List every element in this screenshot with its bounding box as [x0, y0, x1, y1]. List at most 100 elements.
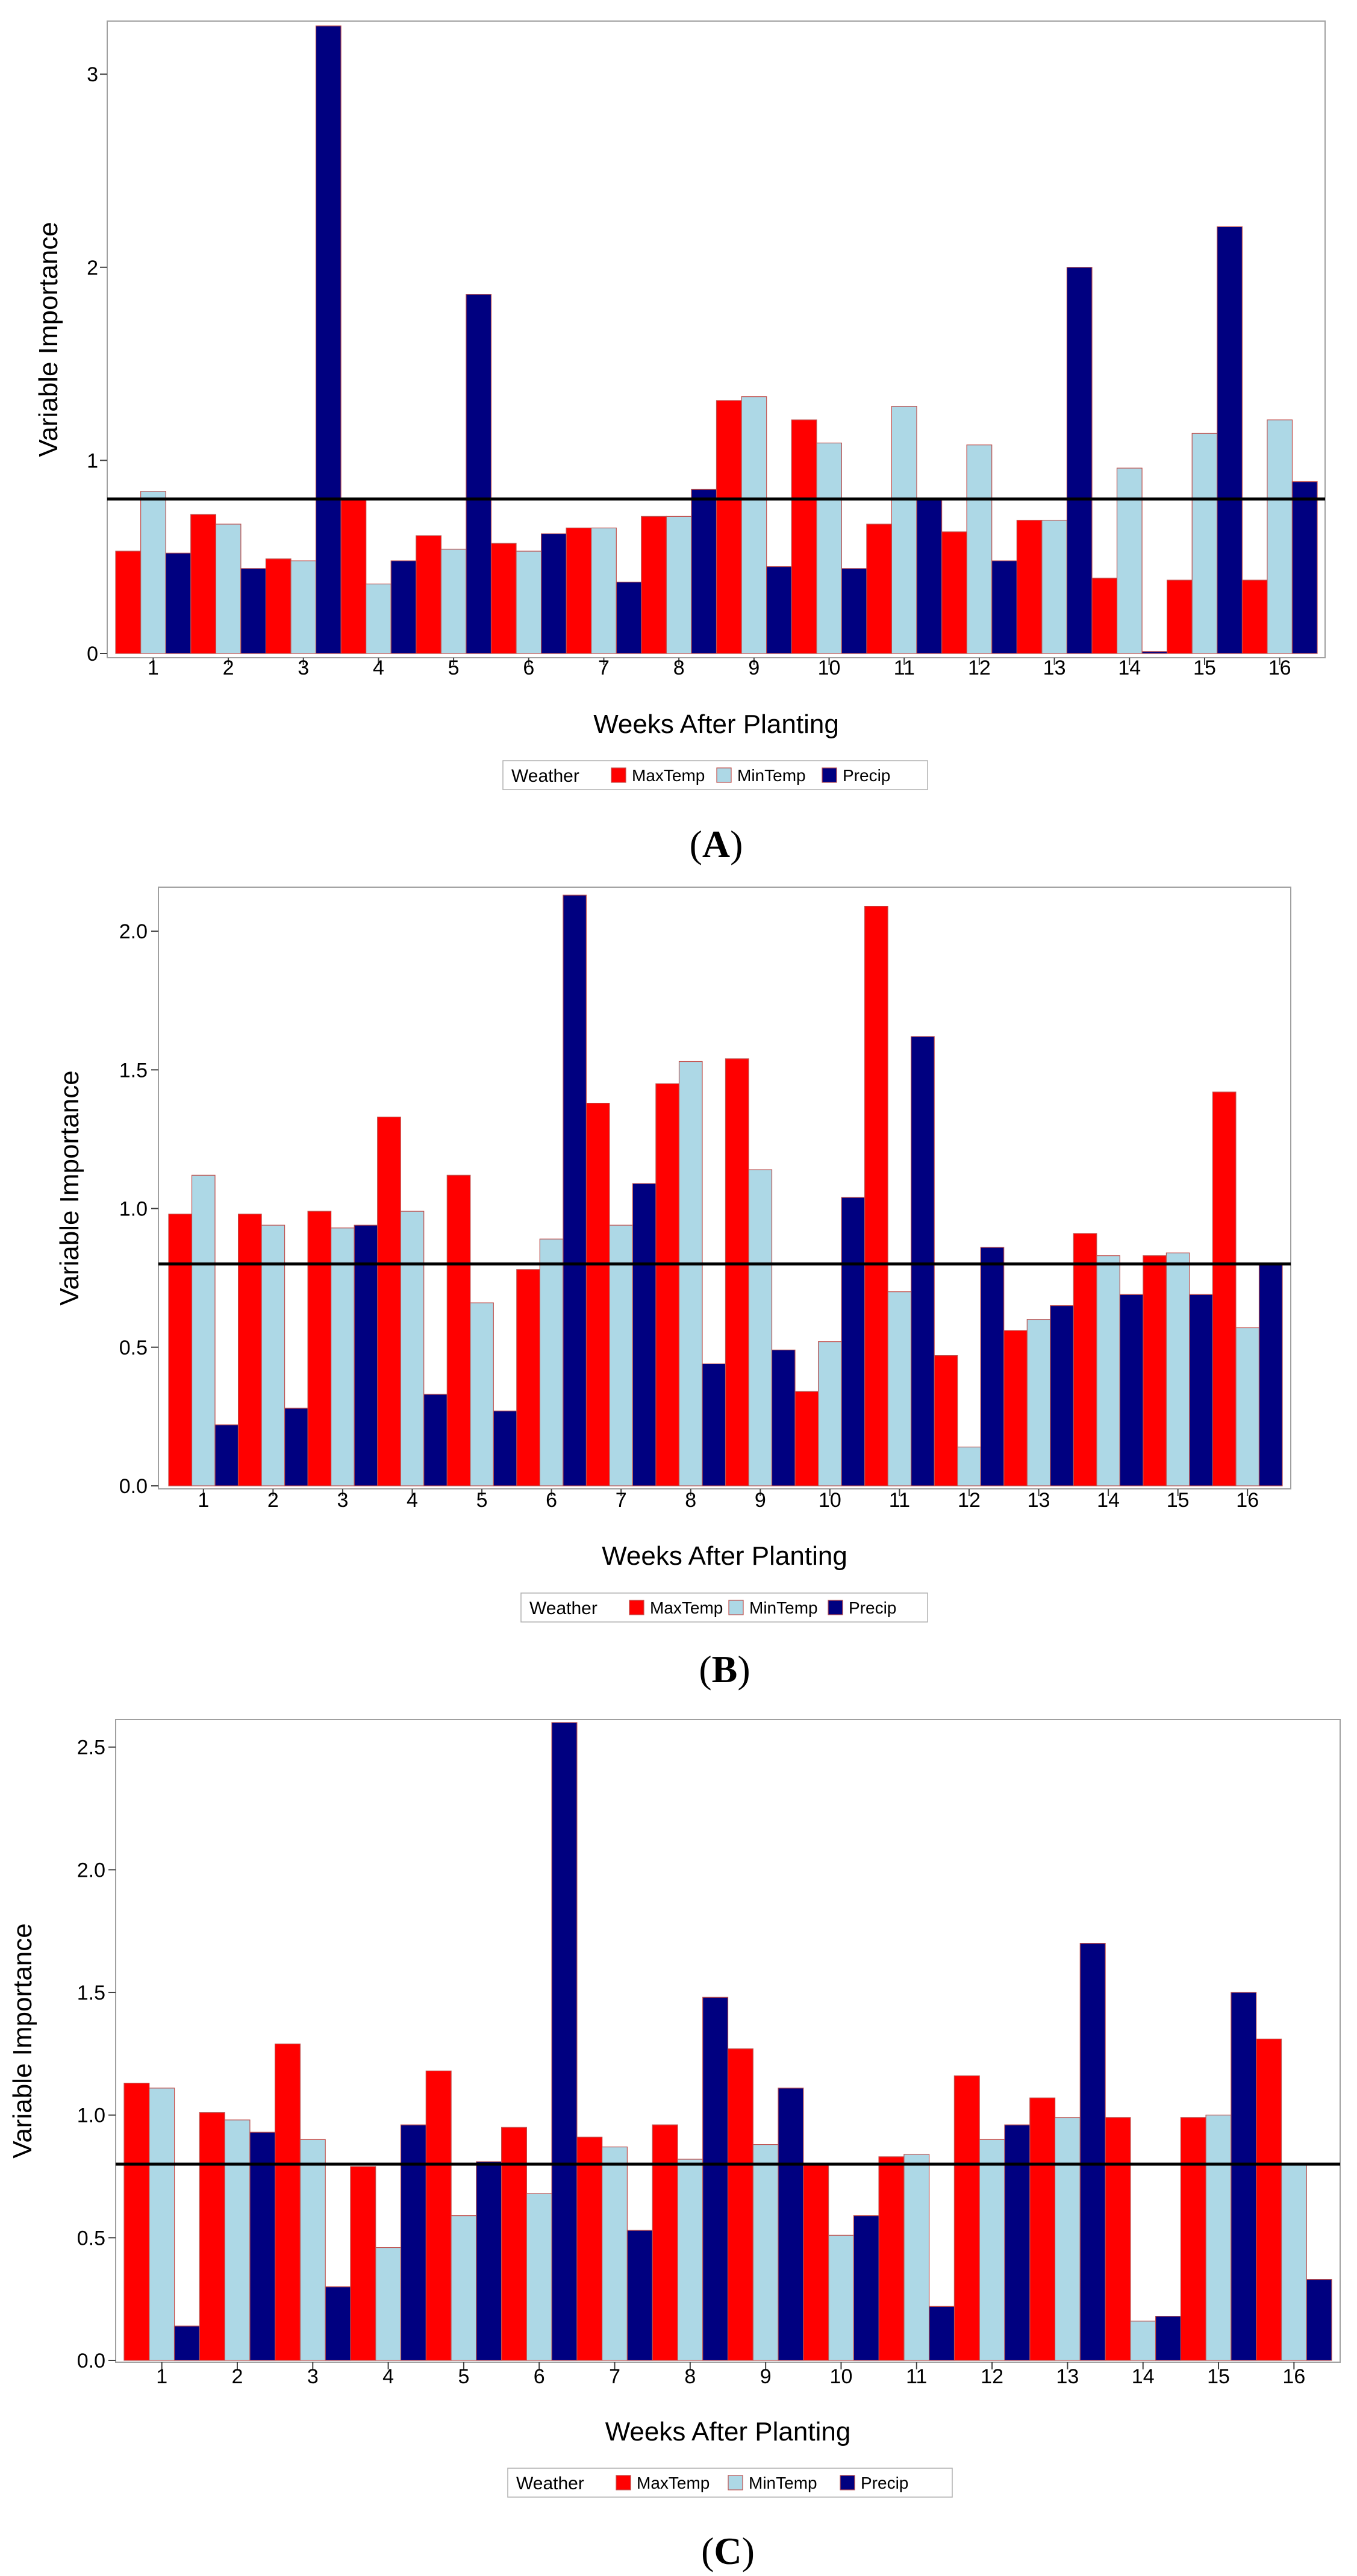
- bar-maxtemp-week-11: [878, 2156, 905, 2361]
- x-tick-label: 16: [1282, 2365, 1305, 2388]
- legend-label-mintemp: MinTemp: [737, 766, 806, 785]
- y-tick-label: 1.5: [77, 1982, 105, 2004]
- bar-maxtemp-week-4: [340, 498, 367, 654]
- y-tick-label: 2.5: [77, 1736, 105, 1759]
- x-tick-label: 5: [458, 2365, 469, 2388]
- bar-mintemp-week-2: [224, 2119, 251, 2361]
- legend-title: Weather: [529, 1598, 597, 1618]
- bar-mintemp-week-14: [1096, 1255, 1120, 1486]
- bar-maxtemp-week-6: [516, 1269, 540, 1486]
- bar-mintemp-week-1: [140, 491, 166, 654]
- bar-maxtemp-week-4: [350, 2166, 376, 2361]
- x-tick-label: 3: [307, 2365, 319, 2388]
- bar-maxtemp-week-6: [501, 2127, 527, 2361]
- x-tick-label: 5: [476, 1489, 488, 1512]
- x-tick-label: 8: [685, 1489, 696, 1512]
- bar-precip-week-10: [841, 568, 867, 654]
- x-tick-label: 9: [760, 2365, 772, 2388]
- x-tick-label: 8: [673, 656, 685, 679]
- bar-mintemp-week-4: [375, 2247, 402, 2361]
- bar-precip-week-11: [911, 1036, 935, 1486]
- bar-maxtemp-week-11: [864, 905, 888, 1486]
- x-tick-label: 11: [889, 1489, 910, 1512]
- bar-precip-week-16: [1291, 481, 1318, 654]
- bar-precip-week-14: [1155, 2316, 1181, 2361]
- bar-mintemp-week-15: [1165, 1252, 1190, 1486]
- legend-title: Weather: [516, 2474, 584, 2493]
- bar-mintemp-week-16: [1235, 1327, 1260, 1486]
- bar-mintemp-week-10: [816, 442, 843, 654]
- bar-maxtemp-week-14: [1105, 2117, 1131, 2361]
- bar-maxtemp-week-9: [727, 2048, 753, 2361]
- bar-precip-week-2: [249, 2132, 276, 2361]
- legend-swatch-precip: [840, 2475, 855, 2490]
- bar-precip-week-5: [466, 294, 492, 654]
- x-tick-label: 1: [198, 1489, 209, 1512]
- bar-maxtemp-week-12: [934, 1355, 958, 1486]
- legend-title: Weather: [511, 766, 579, 786]
- bar-precip-week-2: [240, 568, 266, 654]
- x-tick-label: 3: [298, 656, 309, 679]
- bar-maxtemp-week-8: [641, 516, 667, 654]
- bar-mintemp-week-9: [752, 2144, 779, 2361]
- bar-precip-week-3: [325, 2286, 351, 2361]
- bar-maxtemp-week-16: [1212, 1091, 1237, 1486]
- bar-precip-week-1: [214, 1424, 239, 1486]
- bar-mintemp-week-6: [526, 2193, 552, 2361]
- bar-precip-week-1: [173, 2325, 200, 2361]
- bar-maxtemp-week-12: [941, 531, 967, 654]
- x-axis-title: Weeks After Planting: [593, 709, 839, 739]
- bar-maxtemp-week-1: [168, 1214, 193, 1486]
- bar-mintemp-week-8: [677, 2159, 703, 2361]
- bar-mintemp-week-8: [666, 516, 692, 654]
- bar-mintemp-week-9: [748, 1169, 773, 1486]
- y-tick-label: 1.0: [77, 2104, 105, 2127]
- bar-precip-week-1: [165, 552, 192, 654]
- legend-swatch-maxtemp: [611, 767, 626, 783]
- y-tick-label: 0.0: [77, 2350, 105, 2372]
- x-tick-label: 13: [1056, 2365, 1079, 2388]
- bar-maxtemp-week-10: [791, 419, 817, 654]
- bar-precip-week-6: [551, 1722, 578, 2361]
- bar-maxtemp-week-5: [416, 535, 441, 654]
- bar-maxtemp-week-10: [803, 2163, 829, 2361]
- bar-precip-week-9: [778, 2088, 804, 2361]
- bar-maxtemp-week-15: [1180, 2117, 1206, 2361]
- x-tick-label: 14: [1097, 1489, 1120, 1512]
- x-tick-label: 13: [1028, 1489, 1050, 1512]
- x-tick-label: 5: [448, 656, 460, 679]
- bar-mintemp-week-14: [1116, 467, 1143, 654]
- x-tick-label: 10: [818, 656, 841, 679]
- y-axis-title: Variable Importance: [34, 222, 63, 457]
- legend-swatch-mintemp: [728, 2475, 743, 2490]
- bar-mintemp-week-10: [817, 1341, 842, 1486]
- x-tick-label: 12: [981, 2365, 1003, 2388]
- bar-mintemp-week-5: [470, 1302, 494, 1486]
- x-axis-title: Weeks After Planting: [605, 2417, 851, 2447]
- y-tick-label: 1.0: [119, 1198, 148, 1221]
- bar-precip-week-14: [1141, 651, 1168, 654]
- x-tick-label: 14: [1118, 656, 1141, 679]
- bar-precip-week-16: [1306, 2279, 1332, 2361]
- bar-precip-week-9: [766, 566, 792, 654]
- bar-mintemp-week-12: [979, 2139, 1005, 2361]
- x-tick-label: 8: [684, 2365, 696, 2388]
- x-tick-label: 1: [148, 656, 159, 679]
- bar-mintemp-week-15: [1191, 432, 1218, 654]
- panel-label-close-paren: ): [737, 1648, 750, 1691]
- x-tick-label: 7: [598, 656, 610, 679]
- y-tick-label: 0.0: [119, 1475, 148, 1498]
- y-tick-label: 2.0: [119, 920, 148, 943]
- x-tick-label: 15: [1167, 1489, 1190, 1512]
- bar-precip-week-7: [626, 2230, 653, 2361]
- legend-label-precip: Precip: [843, 766, 890, 785]
- bar-mintemp-week-1: [191, 1174, 216, 1486]
- bar-precip-week-13: [1066, 267, 1093, 654]
- x-tick-label: 12: [968, 656, 991, 679]
- bar-precip-week-10: [841, 1197, 866, 1486]
- bar-maxtemp-week-2: [190, 514, 216, 654]
- bar-maxtemp-week-11: [866, 523, 893, 654]
- panel-label-open-paren: (: [699, 1648, 711, 1691]
- bar-mintemp-week-11: [903, 2154, 930, 2361]
- bar-mintemp-week-8: [678, 1061, 703, 1486]
